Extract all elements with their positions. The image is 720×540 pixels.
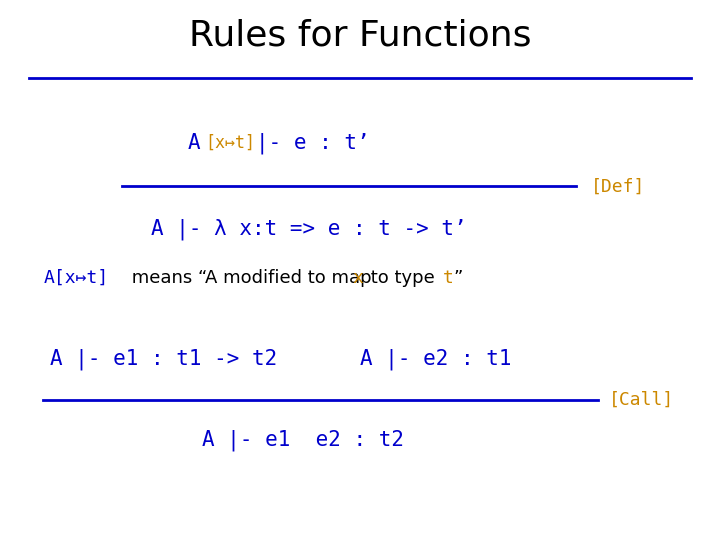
Text: [Def]: [Def]	[590, 177, 645, 195]
Text: ”: ”	[454, 269, 463, 287]
Text: A |- e2 : t1: A |- e2 : t1	[360, 348, 511, 370]
Text: means “A modified to map: means “A modified to map	[126, 269, 377, 287]
Text: A |- e1 : t1 -> t2: A |- e1 : t1 -> t2	[50, 348, 278, 370]
Text: Rules for Functions: Rules for Functions	[189, 18, 531, 52]
Text: to type: to type	[365, 269, 441, 287]
Text: x: x	[353, 269, 364, 287]
Text: t: t	[443, 269, 454, 287]
Text: A |- λ x:t => e : t -> t’: A |- λ x:t => e : t -> t’	[151, 219, 467, 240]
Text: A: A	[187, 133, 200, 153]
Text: |- e : t’: |- e : t’	[256, 132, 369, 154]
Text: [Call]: [Call]	[608, 390, 674, 409]
Text: A[x↦t]: A[x↦t]	[43, 269, 109, 287]
Text: A |- e1  e2 : t2: A |- e1 e2 : t2	[202, 429, 404, 451]
Text: [x↦t]: [x↦t]	[205, 134, 255, 152]
